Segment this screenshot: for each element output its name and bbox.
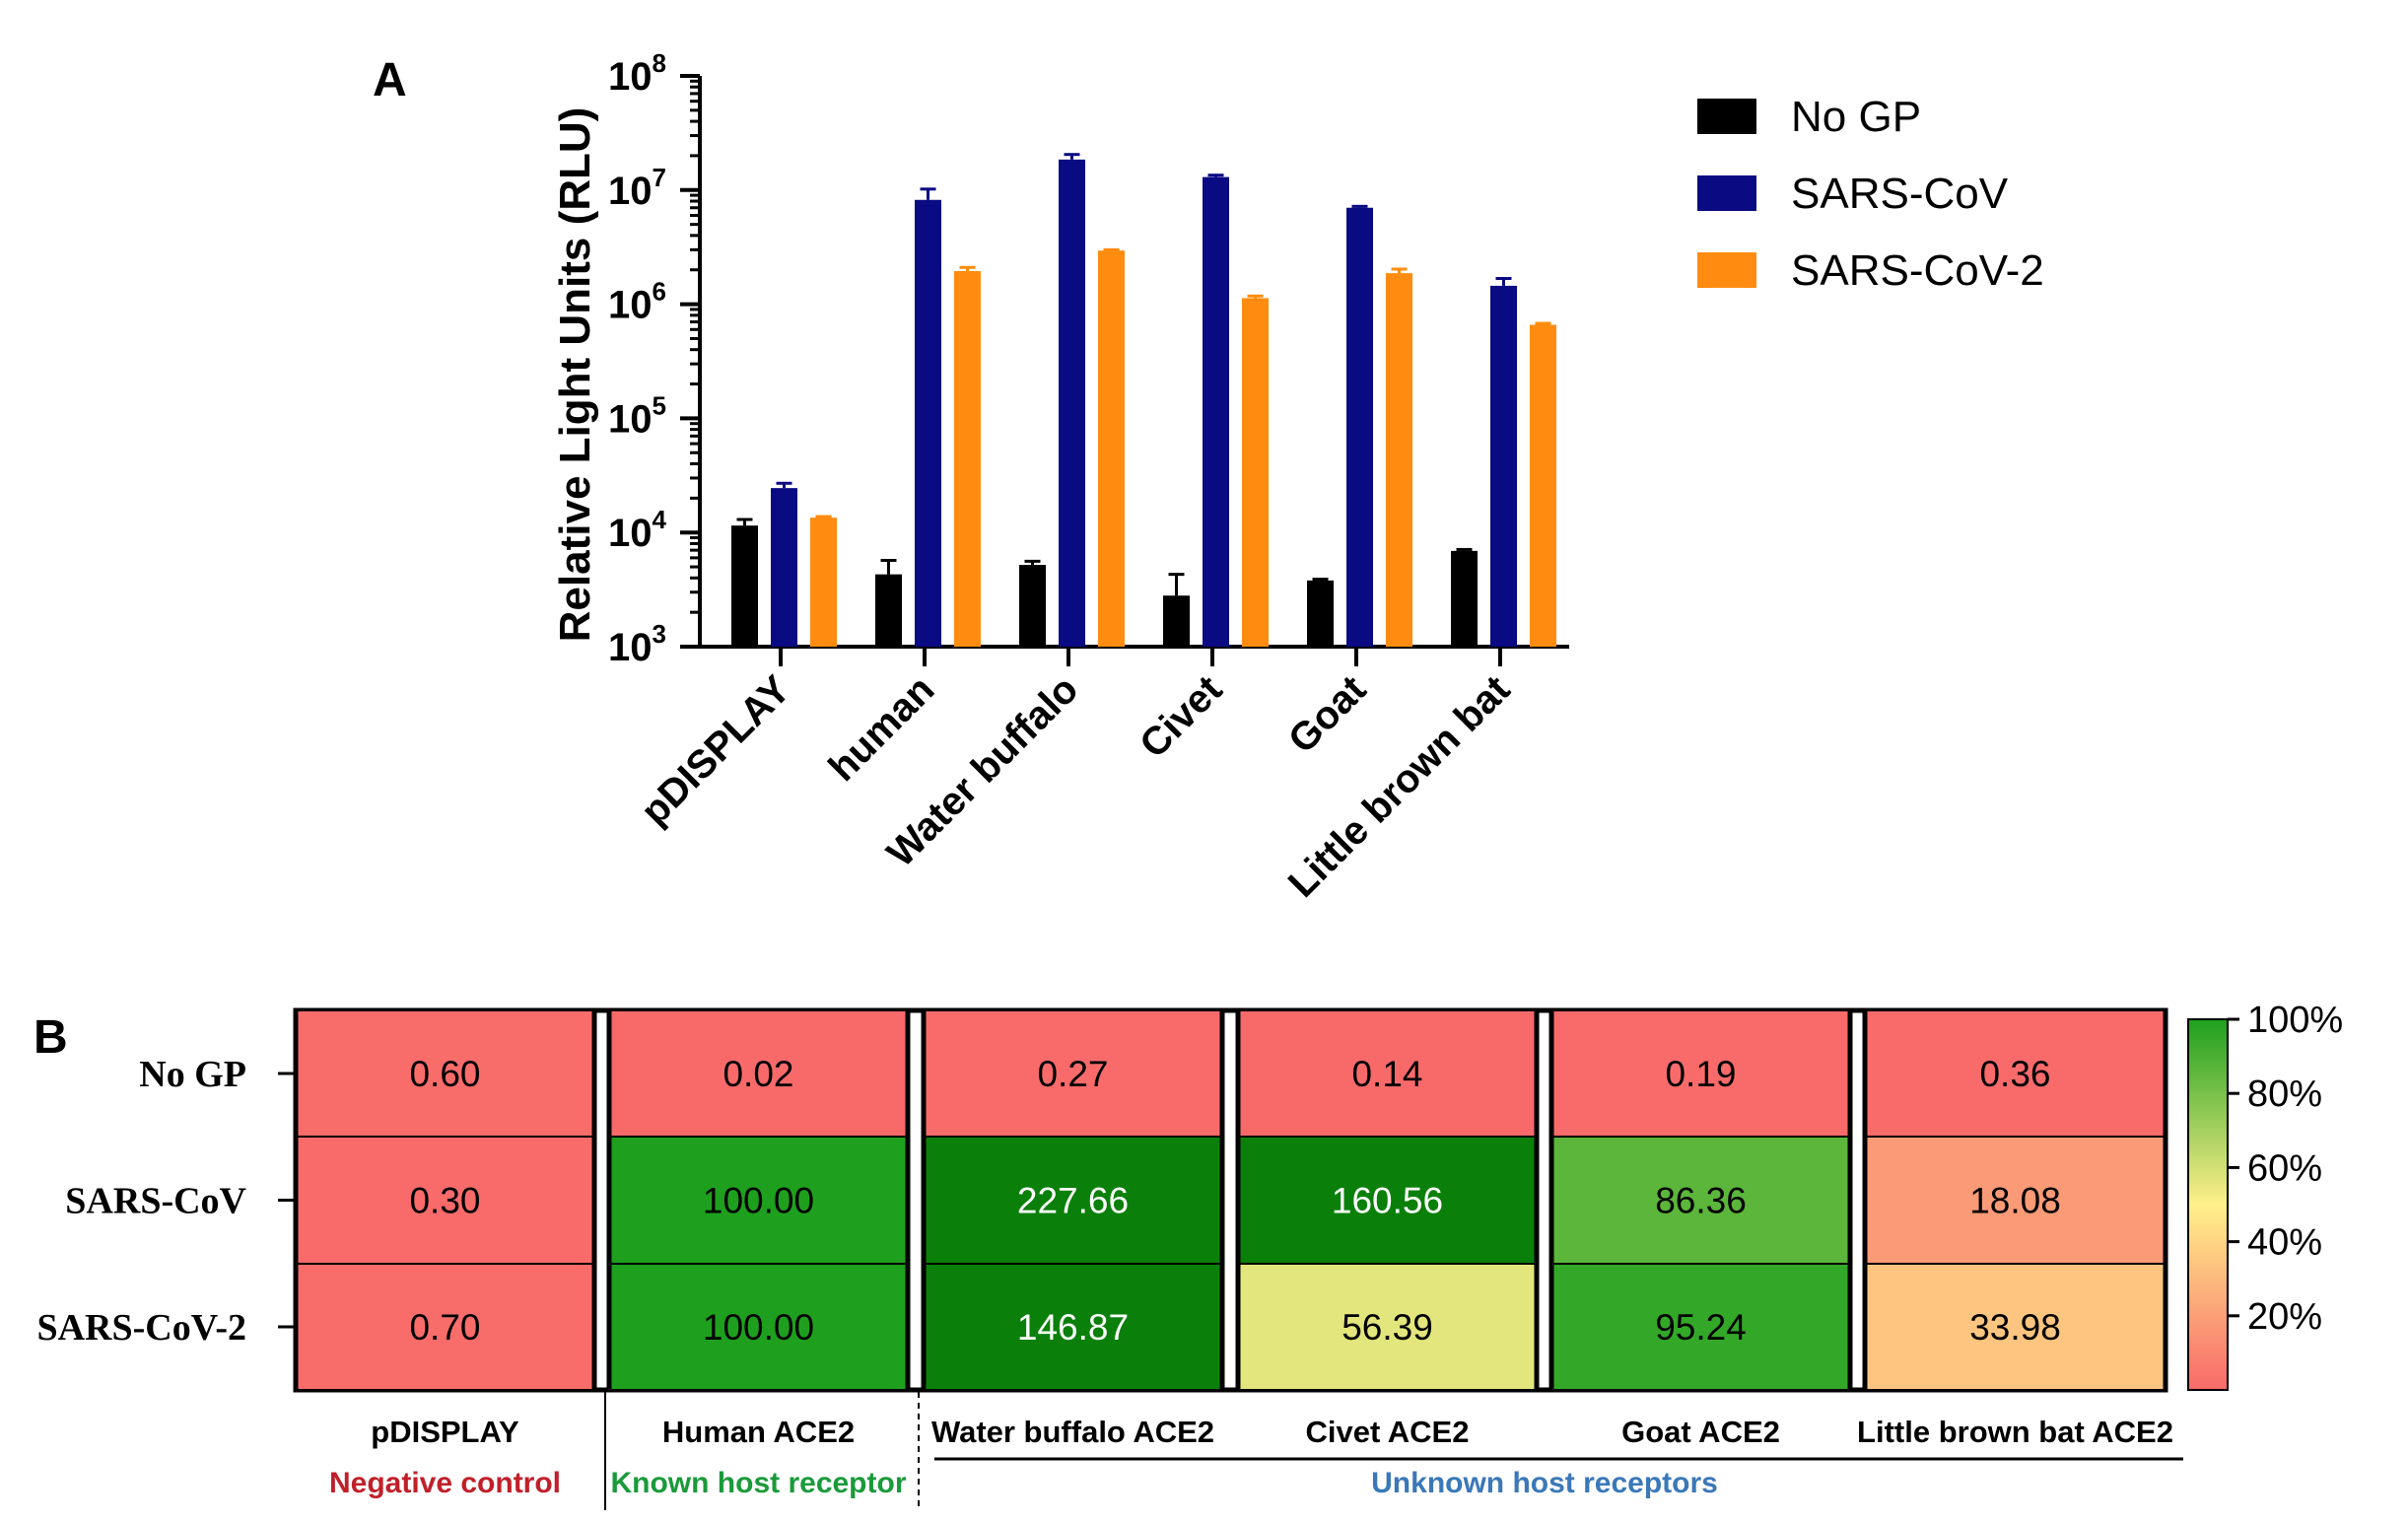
colorbar-tick-label: 100% <box>2247 1000 2343 1041</box>
colorbar-tick-label: 80% <box>2247 1073 2322 1115</box>
bar <box>1386 273 1412 647</box>
group-label: Unknown host receptors <box>1371 1467 1718 1499</box>
y-tick-label: 104 <box>608 505 667 555</box>
heatmap-cell-value: 0.14 <box>1351 1054 1422 1094</box>
heatmap-colorbar: 100% 80% 60% 40% 20% <box>2187 1000 2343 1391</box>
colorbar-tick-label: 60% <box>2247 1147 2322 1189</box>
legend-label: SARS-CoV-2 <box>1791 246 2044 295</box>
heatmap-column-label: Goat ACE2 <box>1621 1415 1780 1449</box>
y-axis-title: Relative Light Units (RLU) <box>551 107 599 643</box>
bar <box>1451 550 1478 647</box>
panel-b-heatmap: B 0.60 0.02 0.27 0.14 0.19 0.36 0.30 100.00 227.… <box>34 1000 2343 1510</box>
heatmap-cell <box>608 1263 909 1391</box>
heatmap-cell <box>608 1136 909 1265</box>
heatmap-cell-value: 100.00 <box>703 1307 814 1348</box>
bar <box>1242 298 1269 647</box>
bar <box>1203 176 1229 648</box>
bar <box>875 574 902 647</box>
heatmap-column-label: Little brown bat ACE2 <box>1857 1415 2173 1449</box>
heatmap-cell <box>1864 1009 2167 1138</box>
group-label: Known host receptor <box>610 1467 906 1499</box>
heatmap-cell-value: 56.39 <box>1342 1307 1433 1348</box>
heatmap-cell <box>1550 1136 1851 1265</box>
heatmap-cell <box>1864 1136 2167 1265</box>
bar <box>1490 285 1517 647</box>
heatmap-cell <box>295 1263 595 1391</box>
panel-a-letter: A <box>373 54 407 106</box>
bar <box>1307 580 1334 647</box>
bar <box>1098 250 1125 647</box>
group-label: Negative control <box>329 1467 561 1499</box>
heatmap-cell <box>923 1263 1223 1391</box>
legend-label: SARS-CoV <box>1791 170 2009 218</box>
y-tick-label: 108 <box>608 48 666 99</box>
heatmap-row-labels: No GP SARS-CoV SARS-CoV-2 <box>36 1054 296 1349</box>
panel-a-bar-chart: A Relative Light Units (RLU) 10310410510… <box>373 48 2044 906</box>
y-tick-label: 105 <box>608 390 666 441</box>
heatmap-cell-value: 18.08 <box>1969 1181 2061 1221</box>
category-label: Goat <box>1280 667 1375 762</box>
heatmap-cell-value: 95.24 <box>1655 1307 1747 1348</box>
category-label: Civet <box>1132 667 1230 766</box>
heatmap-cell <box>1237 1263 1538 1391</box>
heatmap-group-labels: Negative control Known host receptor Unkno… <box>329 1392 2183 1510</box>
heatmap-cell <box>923 1009 1223 1138</box>
heatmap-cell <box>608 1009 909 1138</box>
heatmap-column-label: Civet ACE2 <box>1306 1415 1470 1449</box>
bar <box>771 488 797 647</box>
colorbar-tick-label: 20% <box>2247 1296 2322 1338</box>
heatmap-cell-value: 0.30 <box>409 1181 480 1221</box>
heatmap-cell-value: 227.66 <box>1017 1181 1129 1221</box>
heatmap-cell-value: 0.02 <box>722 1054 793 1094</box>
bar <box>810 518 837 647</box>
heatmap-cell-value: 0.27 <box>1037 1054 1108 1094</box>
heatmap-column-label: Human ACE2 <box>662 1415 855 1449</box>
heatmap-row-label: No GP <box>139 1054 246 1095</box>
colorbar-bar <box>2187 1018 2229 1391</box>
heatmap-cells: 0.60 0.02 0.27 0.14 0.19 0.36 0.30 100.00 227.66… <box>293 1007 2168 1393</box>
bar <box>915 199 941 648</box>
bar-chart-bars <box>731 153 1556 648</box>
heatmap-row-label: SARS-CoV <box>65 1181 246 1222</box>
category-label: pDISPLAY <box>633 667 799 834</box>
heatmap-cell-value: 146.87 <box>1017 1307 1129 1348</box>
bar <box>1163 595 1190 647</box>
heatmap-column-label: Water buffalo ACE2 <box>931 1415 1214 1449</box>
heatmap-cell-value: 160.56 <box>1332 1181 1443 1221</box>
bar <box>1059 159 1085 647</box>
bar <box>731 525 758 647</box>
y-tick-label: 103 <box>608 619 666 669</box>
legend-swatch <box>1697 252 1756 288</box>
heatmap-column-labels: pDISPLAY Human ACE2 Water buffalo ACE2 Cive… <box>371 1415 2173 1449</box>
legend-label: No GP <box>1791 93 1921 141</box>
colorbar-tick-label: 40% <box>2247 1222 2322 1264</box>
heatmap-cell-value: 0.60 <box>409 1054 480 1094</box>
legend-swatch <box>1697 99 1756 134</box>
bar-chart-legend: No GP SARS-CoV SARS-CoV-2 <box>1697 93 2044 295</box>
category-label: human <box>821 667 943 790</box>
heatmap-cell <box>1237 1009 1538 1138</box>
heatmap-cell-value: 86.36 <box>1655 1181 1747 1221</box>
heatmap-cell-value: 0.36 <box>1979 1054 2050 1094</box>
heatmap-cell <box>1550 1009 1851 1138</box>
heatmap-column-label: pDISPLAY <box>371 1415 519 1449</box>
heatmap-row-label: SARS-CoV-2 <box>36 1307 246 1349</box>
panel-b-letter: B <box>34 1011 68 1064</box>
y-tick-label: 106 <box>608 277 666 327</box>
bar <box>1530 324 1556 647</box>
heatmap-cell <box>923 1136 1223 1265</box>
bar-chart-axes: 103 104 105 106 107 108 <box>608 48 1569 669</box>
bar <box>1019 565 1046 647</box>
legend-swatch <box>1697 175 1756 211</box>
heatmap-cell-value: 0.19 <box>1665 1054 1736 1094</box>
y-tick-label: 107 <box>608 163 666 213</box>
heatmap-cell-value: 0.70 <box>409 1307 480 1348</box>
heatmap-cell-value: 33.98 <box>1969 1307 2061 1348</box>
heatmap-cell-value: 100.00 <box>703 1181 814 1221</box>
bar <box>954 271 981 647</box>
heatmap-cell <box>1550 1263 1851 1391</box>
bar <box>1346 207 1373 647</box>
